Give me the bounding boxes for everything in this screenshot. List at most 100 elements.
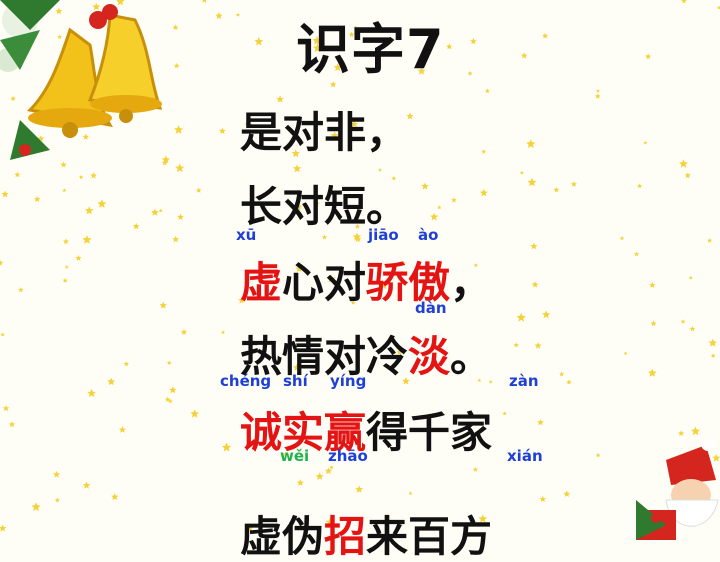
star-icon bbox=[353, 25, 359, 31]
star-icon bbox=[132, 222, 140, 230]
star-icon bbox=[402, 377, 410, 385]
star-icon bbox=[470, 37, 477, 45]
star-icon bbox=[82, 235, 92, 244]
star-icon bbox=[221, 442, 232, 452]
star-icon bbox=[84, 206, 94, 215]
star-icon bbox=[1, 190, 9, 198]
pinyin-label: yíng bbox=[330, 372, 367, 390]
star-icon bbox=[649, 281, 656, 288]
star-icon bbox=[396, 349, 403, 355]
star-icon bbox=[467, 70, 473, 76]
pinyin-label: xū bbox=[236, 226, 257, 244]
star-icon bbox=[296, 479, 304, 486]
star-icon bbox=[177, 213, 184, 220]
verse-segment: 心对 bbox=[282, 258, 367, 307]
verse-line-4: 热情对冷淡。 bbox=[240, 332, 492, 382]
star-icon bbox=[473, 263, 478, 268]
pinyin-label: dàn bbox=[415, 299, 447, 317]
star-icon bbox=[321, 234, 328, 240]
pinyin-label: wěi bbox=[280, 447, 310, 465]
golden-bells-decoration bbox=[0, 0, 163, 160]
verse-line-5: 诚实赢得千家 bbox=[240, 408, 492, 458]
star-icon bbox=[479, 188, 488, 197]
star-icon bbox=[60, 161, 67, 168]
star-icon bbox=[173, 62, 180, 69]
star-icon bbox=[348, 31, 355, 38]
star-icon bbox=[354, 235, 362, 243]
star-icon bbox=[329, 81, 337, 88]
star-icon bbox=[329, 465, 334, 470]
star-icon bbox=[168, 398, 173, 404]
star-icon bbox=[31, 502, 41, 512]
star-icon bbox=[391, 175, 397, 181]
verse-line-6: 虚伪招来百方 bbox=[240, 512, 492, 562]
star-icon bbox=[637, 183, 643, 189]
star-icon bbox=[244, 120, 253, 129]
star-icon bbox=[123, 361, 129, 367]
pinyin-label: zàn bbox=[509, 372, 539, 390]
star-icon bbox=[325, 517, 335, 526]
star-icon bbox=[440, 289, 445, 294]
star-icon bbox=[180, 328, 188, 335]
star-icon bbox=[294, 202, 303, 211]
star-icon bbox=[312, 43, 323, 53]
star-icon bbox=[710, 353, 716, 358]
star-icon bbox=[62, 277, 68, 283]
star-icon bbox=[166, 360, 172, 365]
star-icon bbox=[521, 52, 528, 59]
pinyin-label: shí bbox=[283, 372, 308, 390]
star-icon bbox=[2, 405, 10, 412]
star-icon bbox=[645, 53, 652, 60]
star-icon bbox=[707, 238, 713, 243]
star-icon bbox=[526, 139, 536, 148]
star-icon bbox=[689, 326, 696, 332]
star-icon bbox=[539, 495, 546, 502]
star-icon bbox=[594, 93, 601, 99]
star-icon bbox=[643, 140, 648, 145]
star-icon bbox=[712, 453, 720, 462]
star-icon bbox=[570, 181, 577, 187]
star-icon bbox=[62, 238, 69, 245]
star-icon bbox=[14, 171, 21, 178]
star-icon bbox=[219, 127, 226, 134]
star-icon bbox=[75, 254, 82, 261]
pinyin-label: chéng bbox=[220, 372, 272, 390]
star-icon bbox=[292, 164, 302, 173]
star-icon bbox=[190, 409, 199, 418]
star-icon bbox=[355, 485, 363, 493]
star-icon bbox=[116, 0, 125, 6]
verse-line-1: 是对非， bbox=[240, 108, 408, 158]
star-icon bbox=[175, 163, 185, 173]
star-icon bbox=[650, 320, 657, 327]
verse-line-2: 长对短。 bbox=[240, 182, 408, 232]
star-icon bbox=[324, 467, 333, 475]
star-icon bbox=[690, 426, 701, 436]
highlighted-character: 淡 bbox=[408, 332, 451, 381]
star-icon bbox=[350, 120, 358, 128]
star-icon bbox=[164, 396, 171, 402]
pinyin-label: xián bbox=[507, 447, 543, 465]
star-icon bbox=[159, 301, 167, 309]
star-icon bbox=[680, 319, 686, 324]
star-icon bbox=[18, 287, 24, 293]
star-icon bbox=[534, 342, 542, 349]
star-icon bbox=[10, 95, 16, 101]
star-icon bbox=[519, 170, 524, 175]
star-icon bbox=[291, 149, 300, 158]
star-icon bbox=[437, 205, 442, 210]
star-icon bbox=[202, 0, 207, 3]
star-icon bbox=[54, 497, 60, 503]
verse-segment: 得千家 bbox=[366, 408, 493, 457]
star-icon bbox=[92, 2, 101, 11]
star-icon bbox=[378, 168, 382, 172]
star-icon bbox=[312, 35, 322, 45]
star-icon bbox=[619, 236, 625, 241]
star-icon bbox=[90, 172, 97, 179]
star-pattern-background bbox=[0, 0, 720, 532]
star-icon bbox=[477, 378, 482, 383]
verse-segment: 。 bbox=[450, 332, 493, 381]
star-icon bbox=[717, 5, 720, 10]
star-icon bbox=[484, 88, 490, 94]
star-icon bbox=[161, 155, 170, 164]
star-icon bbox=[57, 34, 63, 39]
